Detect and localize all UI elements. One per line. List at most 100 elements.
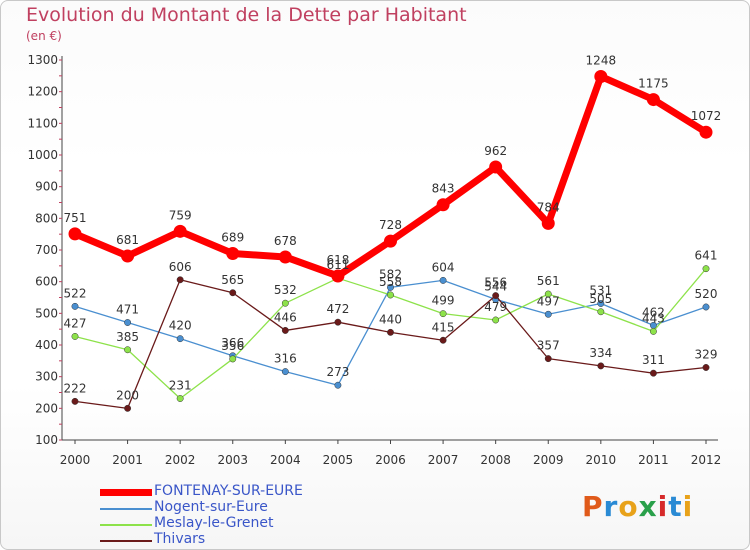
data-point — [489, 160, 503, 174]
data-label: 641 — [695, 249, 718, 263]
logo-letter: i — [682, 490, 694, 523]
data-point — [281, 299, 289, 307]
y-tick-label: 400 — [35, 338, 58, 352]
data-point — [492, 292, 500, 300]
data-label: 611 — [326, 258, 349, 272]
legend-swatch — [100, 508, 152, 510]
data-label: 499 — [432, 294, 455, 308]
data-label: 505 — [589, 292, 612, 306]
data-point — [331, 269, 345, 283]
x-tick-label: 2007 — [428, 453, 459, 467]
data-point — [702, 303, 710, 311]
x-tick-label: 2008 — [480, 453, 511, 467]
x-tick-label: 2003 — [217, 453, 248, 467]
data-label: 329 — [695, 347, 718, 361]
data-label: 420 — [169, 319, 192, 333]
data-label: 273 — [326, 365, 349, 379]
data-point — [387, 291, 394, 299]
data-label: 222 — [64, 381, 87, 395]
x-tick-label: 2004 — [270, 453, 301, 467]
y-tick-label: 800 — [35, 211, 58, 225]
data-label: 678 — [274, 234, 297, 248]
y-tick-label: 100 — [35, 433, 58, 447]
data-label: 357 — [537, 339, 560, 353]
x-tick-label: 2009 — [533, 453, 564, 467]
data-label: 440 — [379, 312, 402, 326]
data-point — [439, 276, 447, 284]
data-point — [541, 216, 555, 230]
data-point — [176, 335, 184, 343]
data-label: 556 — [484, 276, 507, 290]
data-point — [124, 319, 132, 326]
y-tick-label: 1300 — [27, 53, 58, 67]
data-label: 784 — [537, 200, 560, 214]
data-point — [699, 125, 713, 139]
data-label: 497 — [537, 294, 560, 308]
data-label: 231 — [169, 379, 192, 393]
data-label: 728 — [379, 218, 402, 232]
data-point — [229, 289, 237, 297]
x-tick-label: 2000 — [60, 453, 91, 467]
data-label: 311 — [642, 353, 665, 367]
data-label: 689 — [221, 230, 244, 244]
logo-letter: r — [603, 490, 619, 523]
data-label: 1248 — [586, 53, 617, 67]
data-point — [597, 362, 605, 370]
x-tick-label: 2006 — [375, 453, 406, 467]
data-label: 316 — [274, 352, 297, 366]
chart-unit-label: (en €) — [26, 29, 62, 43]
data-point — [334, 381, 342, 389]
data-point — [439, 336, 447, 344]
data-label: 200 — [116, 388, 139, 402]
data-label: 462 — [642, 305, 665, 319]
logo-letter: P — [582, 490, 604, 523]
data-point — [649, 327, 657, 335]
y-tick-label: 1100 — [27, 116, 58, 130]
data-label: 471 — [116, 303, 139, 317]
data-point — [702, 364, 710, 371]
logo-letter: i — [657, 490, 669, 523]
chart-title: Evolution du Montant de la Dette par Hab… — [26, 4, 467, 26]
data-point — [71, 302, 79, 310]
data-label: 415 — [432, 320, 455, 334]
data-label: 427 — [64, 316, 87, 330]
data-point — [387, 328, 394, 336]
data-label: 520 — [695, 287, 718, 301]
logo-letter: t — [668, 490, 683, 523]
data-point — [646, 93, 660, 107]
data-label: 759 — [169, 208, 192, 222]
x-tick-label: 2001 — [112, 453, 143, 467]
data-point — [544, 290, 552, 298]
y-tick-label: 1000 — [27, 148, 58, 162]
data-label: 334 — [589, 346, 612, 360]
data-point — [597, 300, 605, 307]
data-label: 1072 — [691, 109, 722, 123]
logo-letter: o — [618, 490, 639, 523]
data-point — [649, 369, 657, 377]
data-label: 1175 — [638, 77, 669, 91]
data-point — [702, 265, 710, 273]
data-label: 446 — [274, 310, 297, 324]
data-label: 962 — [484, 144, 507, 158]
legend-label: Nogent-sur-Eure — [154, 499, 268, 515]
data-point — [173, 224, 187, 238]
legend-swatch — [100, 489, 152, 496]
data-point — [384, 234, 397, 248]
data-label: 681 — [116, 233, 139, 247]
y-tick-label: 900 — [35, 180, 58, 194]
data-point — [121, 249, 135, 263]
data-label: 522 — [64, 286, 87, 300]
legend-label: Meslay-le-Grenet — [154, 515, 274, 531]
data-point — [281, 368, 289, 376]
data-label: 472 — [326, 302, 349, 316]
data-point — [278, 250, 292, 264]
data-point — [387, 283, 394, 291]
x-tick-label: 2002 — [165, 453, 196, 467]
data-point — [226, 246, 240, 260]
y-tick-label: 300 — [35, 370, 58, 384]
data-point — [544, 355, 552, 363]
y-tick-label: 200 — [35, 401, 58, 415]
data-point — [281, 326, 289, 334]
data-point — [176, 276, 184, 284]
